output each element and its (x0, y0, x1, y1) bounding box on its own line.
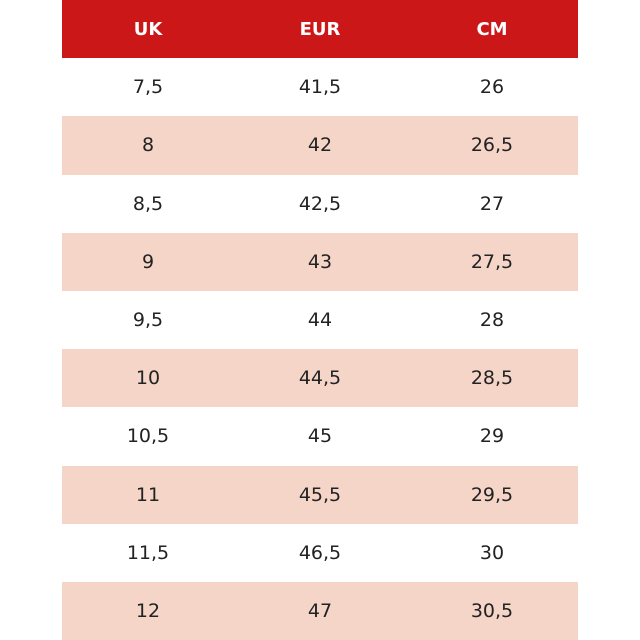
table-cell: CM (476, 18, 508, 40)
table-row: 10,5 45 29 (62, 407, 578, 465)
table-cell: 7,5 (132, 76, 164, 99)
table-row: 9,5 44 28 (62, 291, 578, 349)
table-cell: 11,5 (126, 541, 170, 564)
table-row: 11 45,5 29,5 (62, 465, 578, 524)
table-cell: UK (133, 18, 163, 40)
table-cell: 46,5 (298, 541, 342, 564)
table-cell: 9 (141, 250, 155, 273)
table-cell: 28,5 (470, 367, 514, 390)
table-cell: 12 (135, 599, 161, 622)
table-cell: 45 (307, 425, 333, 448)
table-cell: 9,5 (132, 309, 164, 332)
table-cell: 44,5 (298, 367, 342, 390)
table-row: 7,5 41,5 26 (62, 58, 578, 116)
table-row: 8,5 42,5 27 (62, 175, 578, 233)
table-cell: 27,5 (470, 250, 514, 273)
table-cell: 8,5 (132, 192, 164, 215)
table-cell: 30,5 (470, 599, 514, 622)
table-cell: 47 (307, 599, 333, 622)
table-cell: 29 (479, 425, 505, 448)
table-row: 10 44,5 28,5 (62, 349, 578, 408)
table-row: 11,5 46,5 30 (62, 524, 578, 582)
table-cell: 10 (135, 367, 161, 390)
table-cell: 44 (307, 309, 333, 332)
table-cell: EUR (299, 18, 341, 40)
table-cell: 28 (479, 309, 505, 332)
table-cell: 11 (135, 483, 161, 506)
table-cell: 41,5 (298, 76, 342, 99)
table-cell: 42,5 (298, 192, 342, 215)
table-cell: 30 (479, 541, 505, 564)
table-cell: 29,5 (470, 483, 514, 506)
table-cell: 26,5 (470, 134, 514, 157)
table-row: 8 42 26,5 (62, 116, 578, 175)
table-cell: 8 (141, 134, 155, 157)
table-cell: 42 (307, 134, 333, 157)
size-table: UK EUR CM 7,5 41,5 26 8 42 26,5 8,5 42,5 27 9 43 27,5 9… (62, 0, 578, 640)
table-cell: 10,5 (126, 425, 170, 448)
table-cell: 26 (479, 76, 505, 99)
table-row: 12 47 30,5 (62, 581, 578, 640)
header-row: UK EUR CM (62, 0, 578, 59)
table-cell: 27 (479, 192, 505, 215)
table-row: 9 43 27,5 (62, 232, 578, 291)
table-cell: 43 (307, 250, 333, 273)
table-cell: 45,5 (298, 483, 342, 506)
